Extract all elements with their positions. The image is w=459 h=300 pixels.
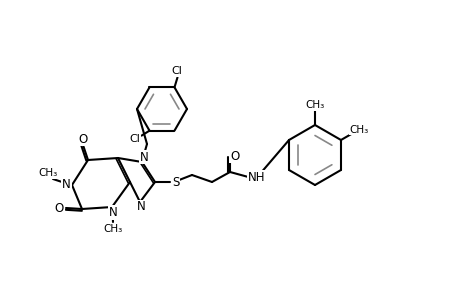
Text: NH: NH — [248, 170, 265, 184]
Text: Cl: Cl — [129, 134, 140, 144]
Text: CH₃: CH₃ — [103, 224, 123, 234]
Text: N: N — [140, 151, 148, 164]
Text: S: S — [172, 176, 179, 188]
Text: Cl: Cl — [171, 66, 182, 76]
Text: CH₃: CH₃ — [348, 124, 368, 134]
Text: O: O — [78, 133, 87, 146]
Text: CH₃: CH₃ — [38, 168, 57, 178]
Text: N: N — [136, 200, 145, 214]
Text: O: O — [230, 149, 239, 163]
Text: CH₃: CH₃ — [305, 100, 324, 110]
Text: O: O — [55, 202, 64, 214]
Text: N: N — [62, 178, 71, 191]
Text: N: N — [108, 206, 117, 219]
